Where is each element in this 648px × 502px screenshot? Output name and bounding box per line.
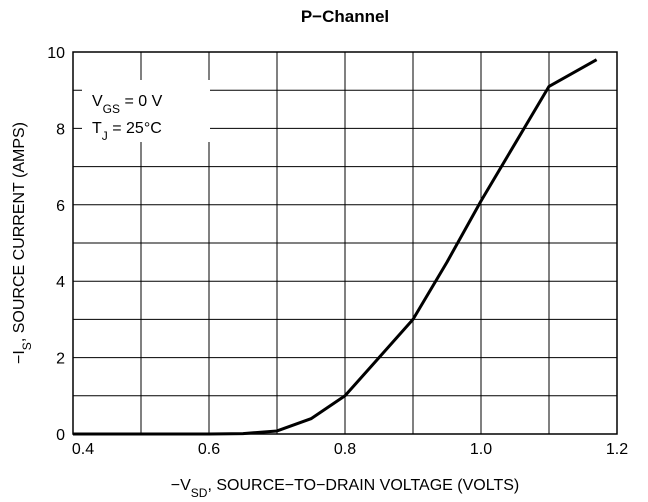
chart-title: P−Channel (301, 7, 389, 26)
annotation-part: V (92, 93, 103, 110)
x-tick-label: 1.2 (606, 441, 628, 458)
y-tick-label: 10 (47, 45, 65, 62)
annotation-box (82, 80, 210, 142)
y-axis-label-part: S (20, 342, 34, 350)
x-tick-label: 0.4 (72, 441, 94, 458)
annotation-part: GS (103, 102, 120, 116)
x-tick-label: 0.6 (198, 441, 220, 458)
annotation-part: J (102, 129, 108, 143)
annotation: TJ = 25°C (92, 120, 162, 143)
x-axis-label-part: −V (171, 477, 191, 494)
x-axis-label-part: , SOURCE−TO−DRAIN VOLTAGE (VOLTS) (207, 477, 519, 494)
data-line (73, 58, 598, 436)
x-tick-label: 1.0 (470, 441, 492, 458)
annotation: VGS = 0 V (92, 93, 163, 116)
y-tick-label: 0 (56, 427, 65, 444)
y-tick-label: 2 (56, 351, 65, 368)
y-tick-label: 8 (56, 121, 65, 138)
annotation-part: T (92, 120, 102, 137)
y-axis-label: −IS, SOURCE CURRENT (AMPS) (11, 122, 34, 364)
y-tick-label: 4 (56, 274, 65, 291)
annotation-part: = 25°C (108, 120, 162, 137)
annotation-part: = 0 V (120, 93, 163, 110)
x-axis-label: −VSD, SOURCE−TO−DRAIN VOLTAGE (VOLTS) (171, 477, 519, 500)
x-axis-label-part: SD (191, 486, 208, 500)
y-tick-label: 6 (56, 198, 65, 215)
y-axis-label-part: , SOURCE CURRENT (AMPS) (11, 122, 28, 342)
y-axis-label-part: −I (11, 350, 28, 364)
x-tick-label: 0.8 (334, 441, 356, 458)
